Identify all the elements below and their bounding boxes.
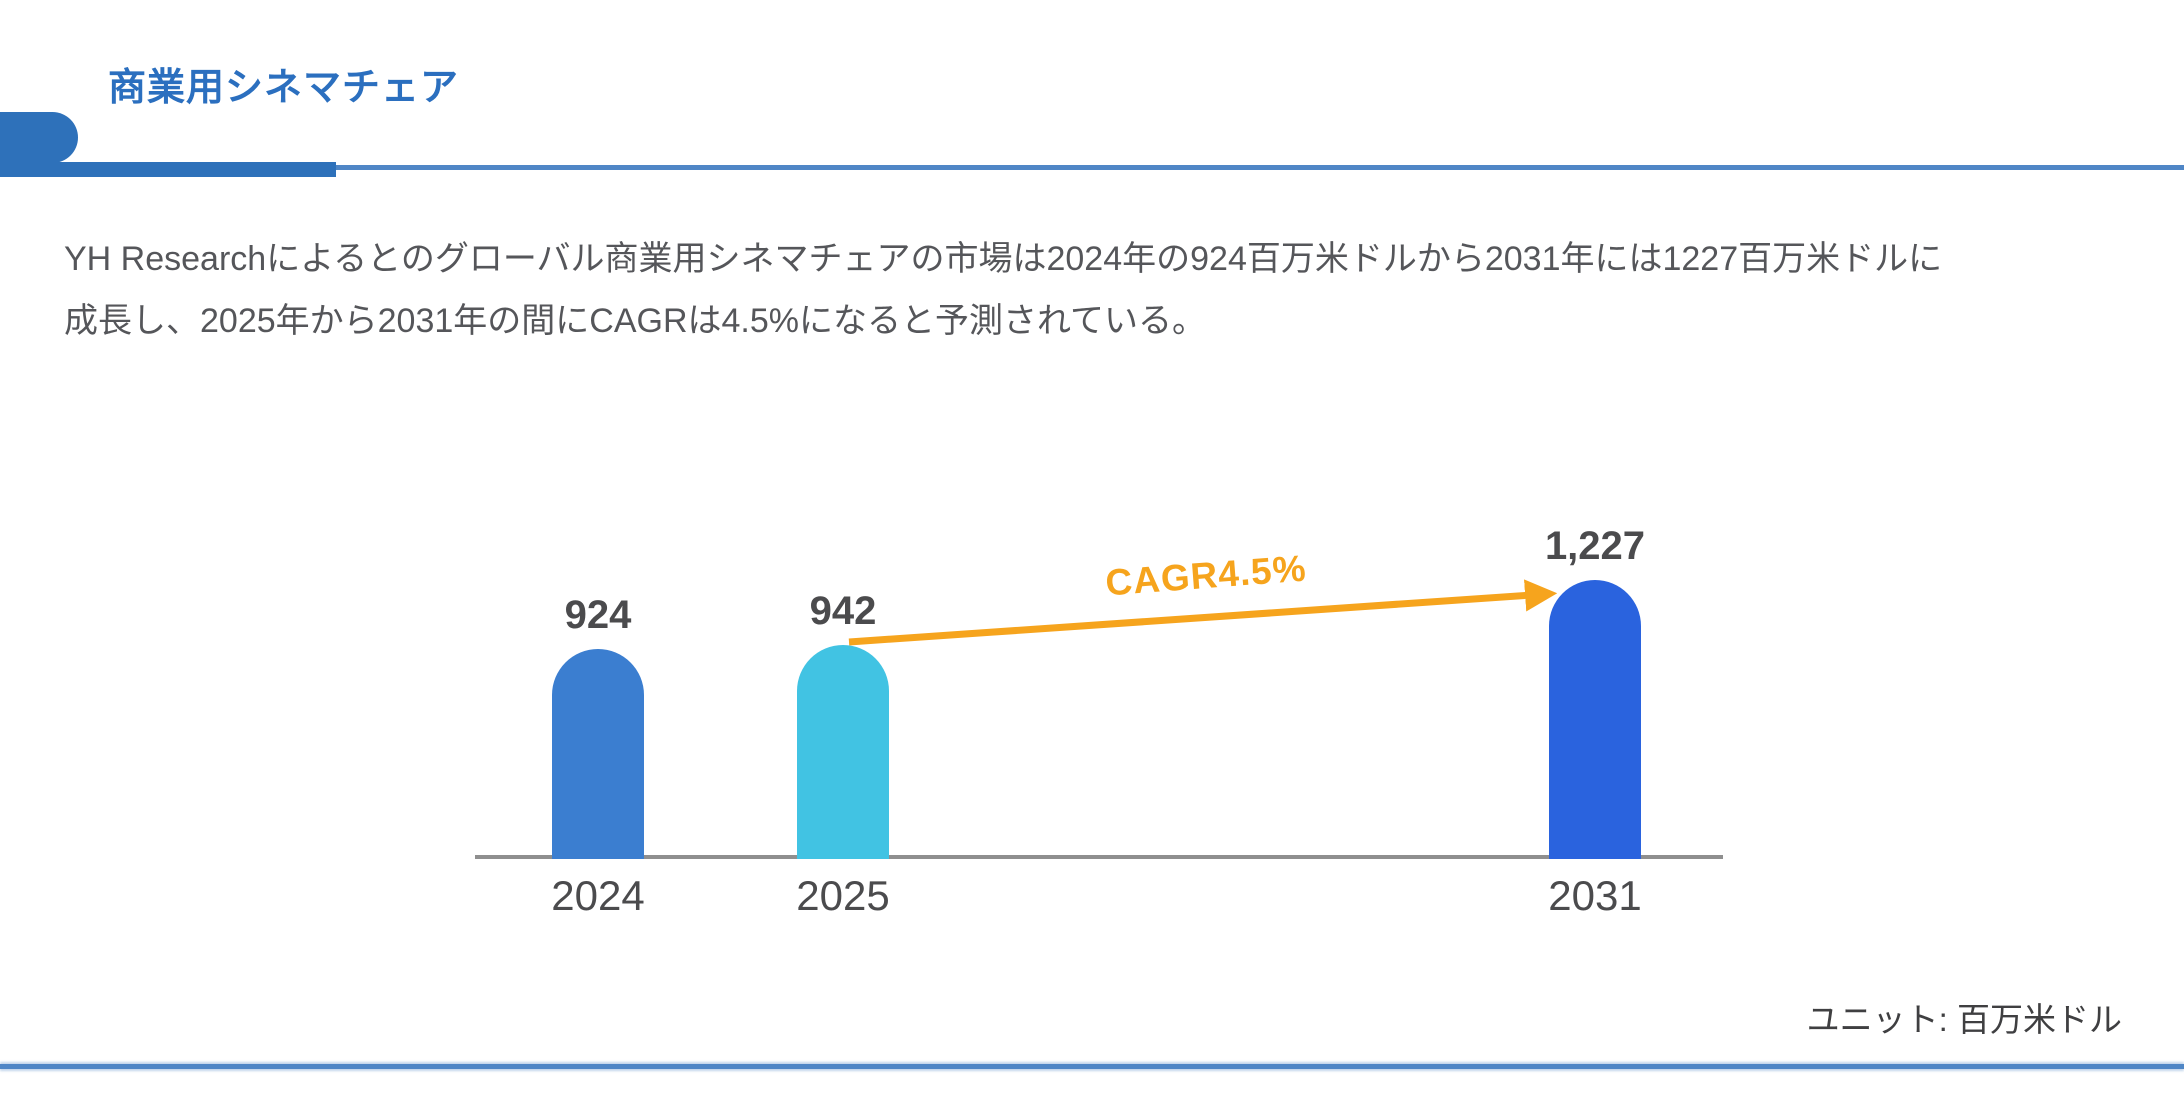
x-axis-line	[475, 855, 1723, 859]
bar-2024	[552, 649, 644, 859]
x-tick-2031: 2031	[1548, 872, 1642, 919]
header-accent-tab	[0, 112, 78, 163]
cagr-label: CAGR4.5%	[1104, 547, 1308, 604]
summary-line-2: 成長し、2025年から2031年の間にCAGRは4.5%になると予測されている。	[64, 302, 1206, 340]
bar-value-2031: 1,227	[1544, 524, 1646, 568]
bar-value-2025: 942	[809, 589, 877, 633]
bottom-divider	[0, 1064, 2184, 1069]
market-summary: YH Researchによるとのグローバル商業用シネマチェアの市場は2024年の…	[64, 228, 2134, 352]
x-tick-2024: 2024	[551, 872, 645, 919]
unit-note: ユニット: 百万米ドル	[1806, 1001, 2122, 1038]
header-rule-thick	[0, 162, 336, 177]
bar-value-2024: 924	[564, 593, 632, 637]
x-tick-2025: 2025	[796, 872, 890, 919]
bar-2031	[1549, 580, 1641, 859]
bar-2025	[797, 645, 889, 859]
section-title: 商業用シネマチェア	[108, 67, 460, 109]
summary-line-1: YH Researchによるとのグローバル商業用シネマチェアの市場は2024年の…	[64, 240, 1943, 278]
header-rule-thin	[336, 165, 2184, 170]
